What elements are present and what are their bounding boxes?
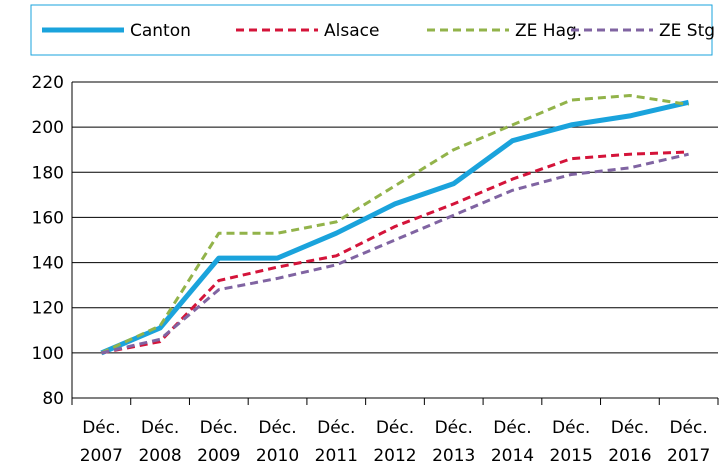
y-tick-label: 120: [32, 299, 64, 319]
x-tick-label: 2014: [491, 446, 534, 466]
x-tick-label: 2012: [373, 446, 416, 466]
y-tick-label: 220: [32, 73, 64, 93]
x-tick-label: Déc.: [669, 418, 707, 438]
y-tick-label: 140: [32, 254, 64, 274]
legend-label: Canton: [130, 21, 191, 41]
x-tick-label: 2009: [197, 446, 240, 466]
x-tick-label: Déc.: [82, 418, 120, 438]
series-line-2: [100, 94, 689, 355]
x-tick-label: 2017: [667, 446, 710, 466]
x-tick-label: 2011: [315, 446, 358, 466]
x-tick-label: 2013: [432, 446, 475, 466]
x-tick-label: Déc.: [376, 418, 414, 438]
x-tick-label: Déc.: [435, 418, 473, 438]
y-tick-label: 100: [32, 344, 64, 364]
x-tick-label: 2008: [138, 446, 181, 466]
y-tick-label: 200: [32, 118, 64, 138]
x-tick-label: Déc.: [317, 418, 355, 438]
legend-label: Alsace: [324, 21, 379, 41]
series-line-0: [100, 99, 690, 356]
x-tick-label: Déc.: [258, 418, 296, 438]
x-tick-label: 2016: [608, 446, 651, 466]
x-tick-label: Déc.: [141, 418, 179, 438]
x-tick-label: Déc.: [552, 418, 590, 438]
gridlines: [72, 81, 718, 399]
x-axis: Déc. 2007 Déc. 2008 Déc. 2009 Déc. 2010 Déc. 2011…: [71, 82, 719, 466]
series-line-3: [101, 152, 689, 355]
series-lines: [100, 94, 690, 356]
legend: Canton Alsace ZE Hag. ZE Stg: [42, 21, 715, 41]
x-tick-label: Déc.: [493, 418, 531, 438]
y-tick-label: 160: [32, 208, 64, 228]
x-tick-label: 2015: [550, 446, 593, 466]
x-tick-label: Déc.: [200, 418, 238, 438]
x-tick-label: 2007: [80, 446, 123, 466]
y-tick-label: 180: [32, 163, 64, 183]
y-axis-ticks: 80 100 120 140 160 180 200 220: [32, 73, 64, 409]
series-line-1: [101, 150, 689, 355]
y-tick-label: 80: [42, 389, 64, 409]
legend-label: ZE Hag.: [515, 21, 582, 41]
x-tick-label: Déc.: [611, 418, 649, 438]
legend-label: ZE Stg: [659, 21, 715, 41]
x-tick-label: 2010: [256, 446, 299, 466]
